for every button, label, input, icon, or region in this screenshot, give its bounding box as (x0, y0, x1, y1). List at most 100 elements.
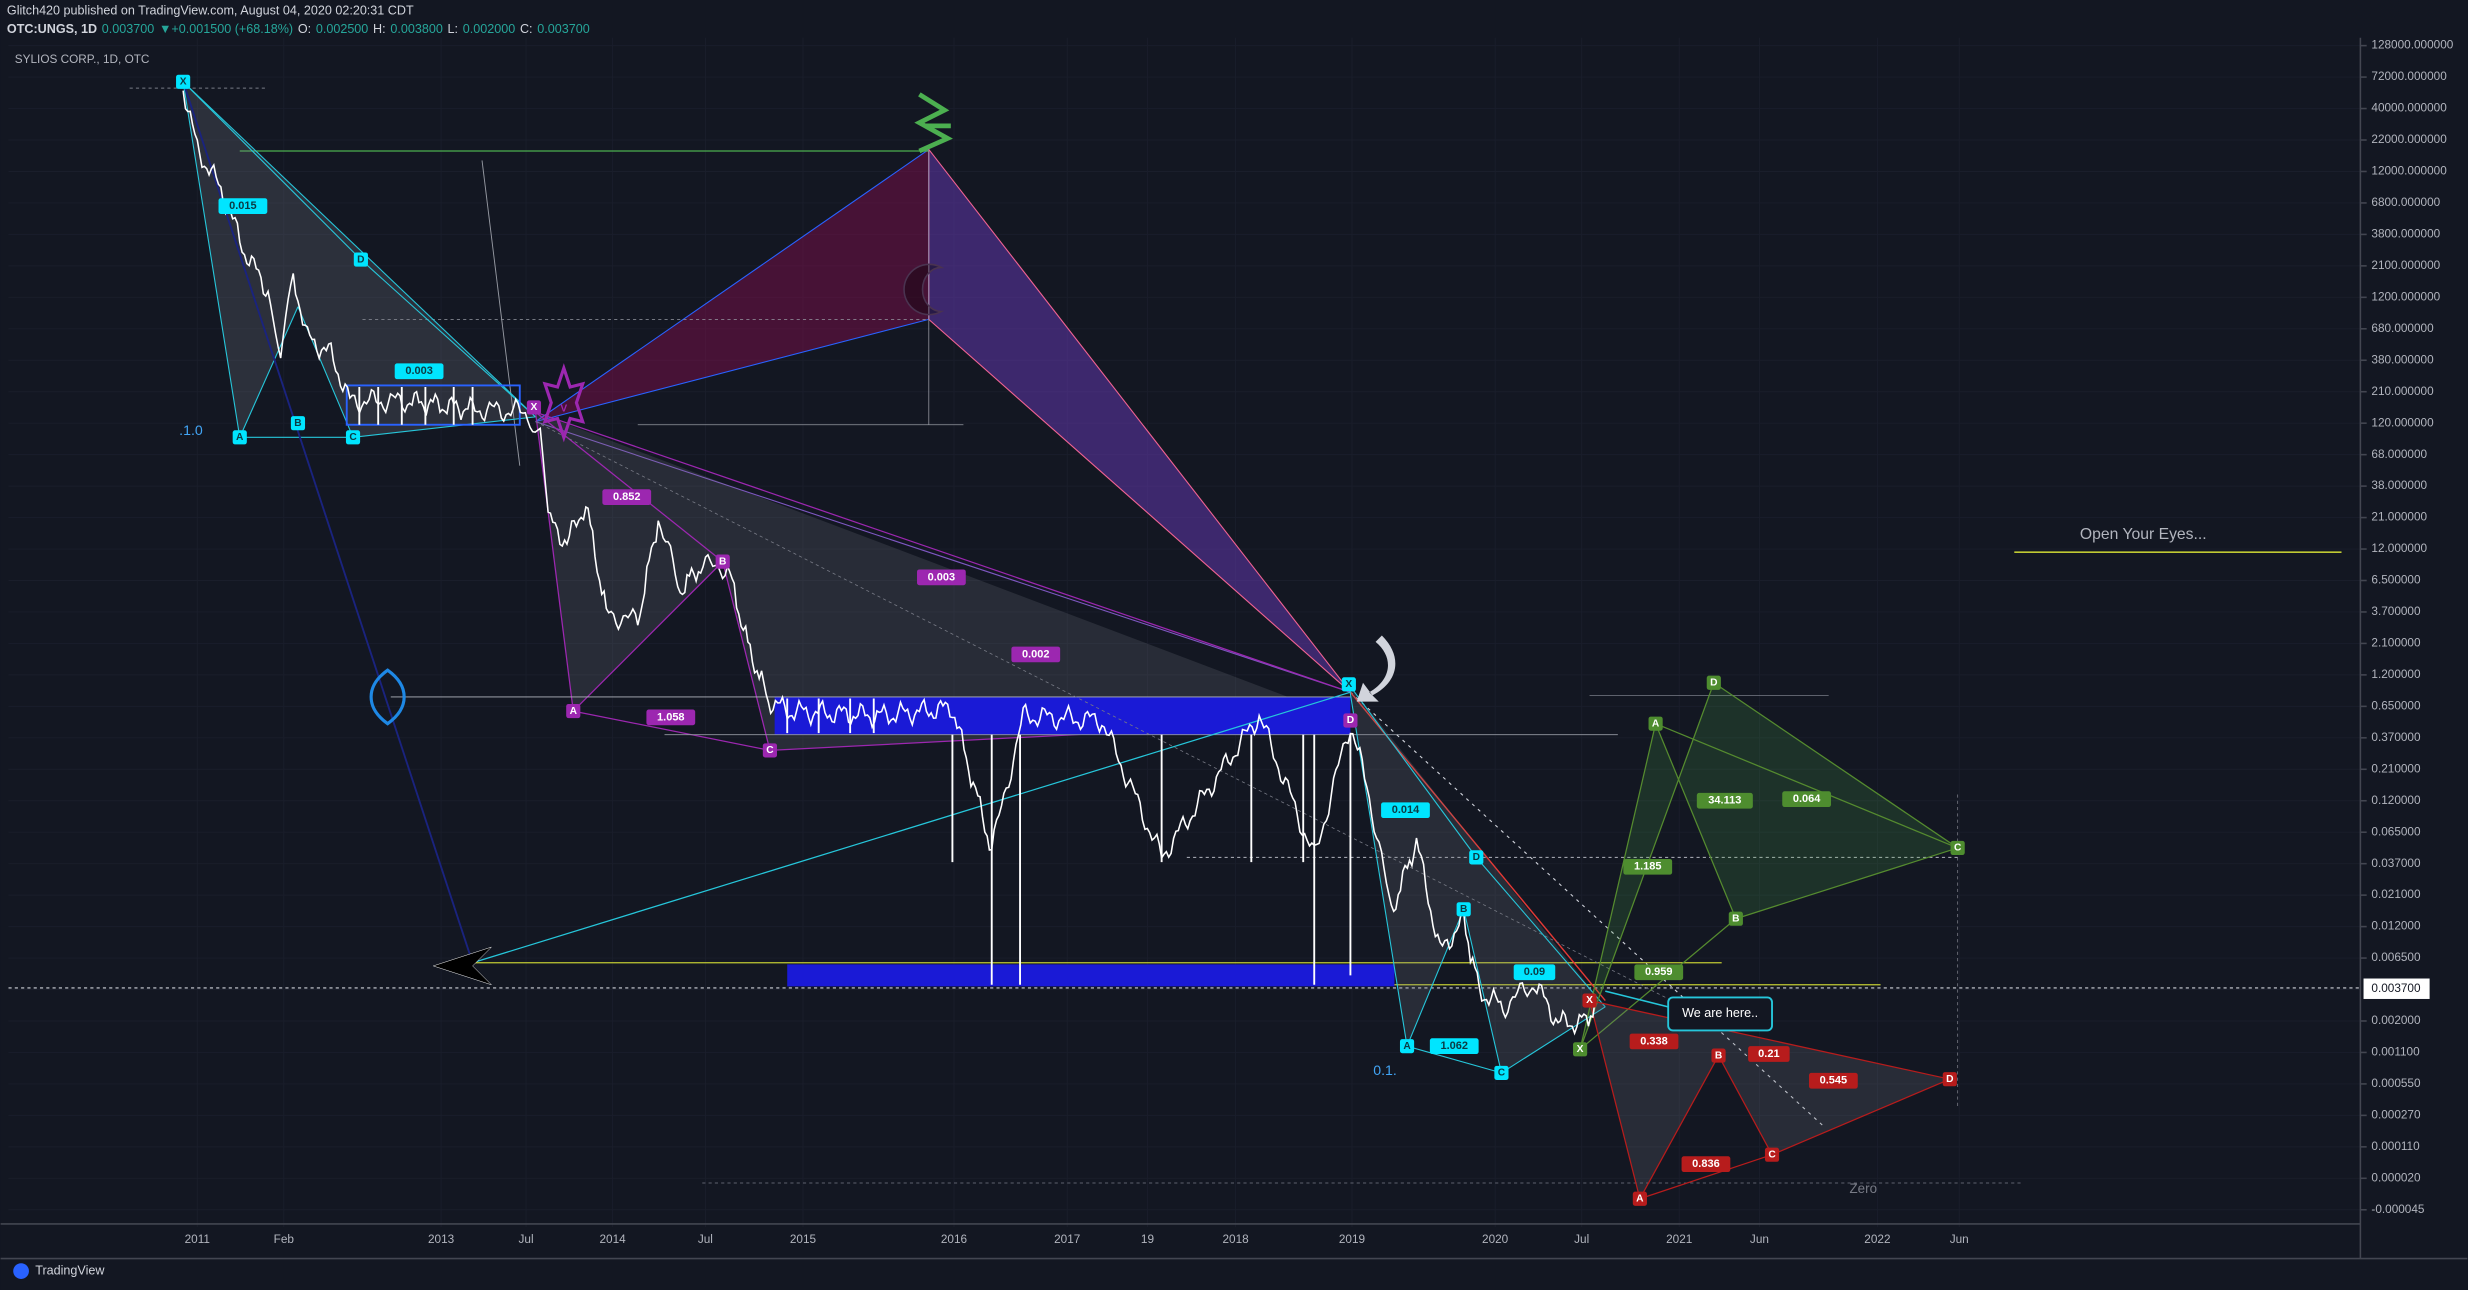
price-label: 68.000000 (2371, 448, 2427, 461)
point-box (1711, 1048, 1726, 1063)
symbol-moon (903, 263, 942, 316)
point-label: B (719, 556, 726, 567)
ratio-label: 0.014 (1392, 804, 1420, 816)
ratio-label: 1.058 (657, 711, 685, 723)
ratio-box (1011, 646, 1061, 663)
point-label: A (570, 706, 578, 717)
ratio-box (917, 569, 966, 586)
pattern-cyan-1-leg (352, 416, 536, 438)
callout-pointer (1605, 990, 1669, 1008)
quote-value: 0.003800 (390, 22, 442, 36)
point-label: B (1460, 904, 1467, 915)
pattern-cyan-2-leg (1475, 857, 1606, 1008)
price-label: 128000.000000 (2371, 39, 2453, 52)
ratio-box (1629, 1033, 1679, 1050)
point-label: A (1652, 718, 1660, 729)
price-label: 0.001100 (2371, 1046, 2420, 1059)
symbol-green (914, 92, 953, 154)
pattern-purple-leg (573, 710, 771, 752)
annotation-zero: Zero (1850, 1181, 1877, 1196)
point-box (1469, 850, 1484, 865)
point-label: B (1715, 1050, 1722, 1061)
price-label: 3.700000 (2371, 605, 2421, 618)
ratio-box (1513, 964, 1556, 981)
ratio-label: 0.545 (1820, 1075, 1848, 1087)
price-label: 680.000000 (2371, 322, 2434, 335)
price-label: 0.120000 (2371, 794, 2421, 807)
range-box (774, 696, 1351, 735)
price-label: 0.000550 (2371, 1077, 2421, 1090)
time-label: 2017 (1054, 1233, 1080, 1246)
time-label: Feb (274, 1233, 295, 1246)
ratio-label: 0.852 (613, 491, 641, 503)
pattern-green-leg (1713, 682, 1959, 849)
quote-key: L: (448, 22, 459, 36)
quote-key: C: (520, 22, 533, 36)
price-label: 72000.000000 (2371, 70, 2447, 83)
price-label: 0.650000 (2371, 699, 2421, 712)
arrow-black (432, 946, 492, 986)
annotation-open-your-eyes: Open Your Eyes... (2080, 526, 2207, 543)
range-box-outline (345, 384, 521, 426)
footer-brand: TradingView (35, 1263, 105, 1277)
ratio-label: 0.959 (1645, 966, 1673, 978)
point-label: C (1954, 843, 1962, 854)
point-box (1950, 840, 1965, 856)
point-box (1456, 902, 1471, 917)
price-label: -0.000045 (2371, 1203, 2425, 1216)
ratio-label: 34.113 (1708, 795, 1741, 807)
ratio-label: 0.002 (1022, 648, 1050, 660)
ratio-label: 1.185 (1634, 861, 1662, 873)
trend-grey (535, 421, 1685, 1008)
time-label: 2016 (941, 1233, 968, 1246)
ratio-box (1808, 1072, 1858, 1089)
point-box (566, 703, 581, 719)
point-label: C (766, 745, 774, 756)
publisher-line: Glitch420 published on TradingView.com, … (7, 3, 414, 17)
pattern-purple-leg (572, 561, 724, 712)
ratio-box (1681, 1156, 1731, 1173)
tradingview-logo (13, 1263, 29, 1279)
point-label: B (294, 418, 301, 429)
pattern-red (1589, 1000, 1950, 1199)
ratio-label: 0.003 (405, 365, 433, 377)
price-label: 1.200000 (2371, 668, 2421, 681)
point-box (1582, 993, 1597, 1008)
annotation-right-level: 0.1. (1373, 1062, 1397, 1078)
price-label: 0.002000 (2371, 1014, 2421, 1027)
current-price-label: 0.003700 (2371, 982, 2421, 995)
pattern-cyan-2-leg (1348, 684, 1408, 1047)
quote-key: H: (373, 22, 386, 36)
point-box (1632, 1191, 1647, 1206)
point-label: A (1636, 1193, 1644, 1204)
pattern-cyan-1-leg (182, 81, 536, 418)
point-label: D (1710, 677, 1717, 688)
point-label: B (1732, 913, 1739, 924)
point-label: X (1586, 995, 1593, 1006)
ratio-box (1782, 791, 1832, 808)
point-label: X (531, 402, 538, 413)
point-box (1494, 1065, 1509, 1080)
pattern-red-leg (1717, 1055, 1773, 1156)
price-label: 12000.000000 (2371, 165, 2447, 178)
point-box (290, 416, 306, 431)
price-label: 380.000000 (2371, 353, 2434, 366)
trend-dotted (1350, 691, 1826, 1129)
point-label: C (1498, 1068, 1506, 1079)
price-label: 22000.000000 (2371, 133, 2447, 146)
pattern-cyan-2-leg (1348, 684, 1477, 858)
quote-value: ▼+0.001500 (+68.18%) (159, 22, 293, 36)
ratio-label: 0.21 (1758, 1048, 1779, 1060)
quote-value: 0.002500 (316, 22, 368, 36)
trend-cyan (472, 691, 1351, 964)
price-label: 0.037000 (2371, 857, 2421, 870)
ratio-box (1748, 1046, 1790, 1062)
point-box (1648, 716, 1663, 731)
current-price-box (2363, 978, 2430, 999)
point-box (353, 252, 368, 267)
point-box (1942, 1072, 1957, 1087)
point-box (1399, 1039, 1415, 1054)
time-label: 2021 (1666, 1233, 1692, 1246)
ratio-box (602, 489, 652, 505)
